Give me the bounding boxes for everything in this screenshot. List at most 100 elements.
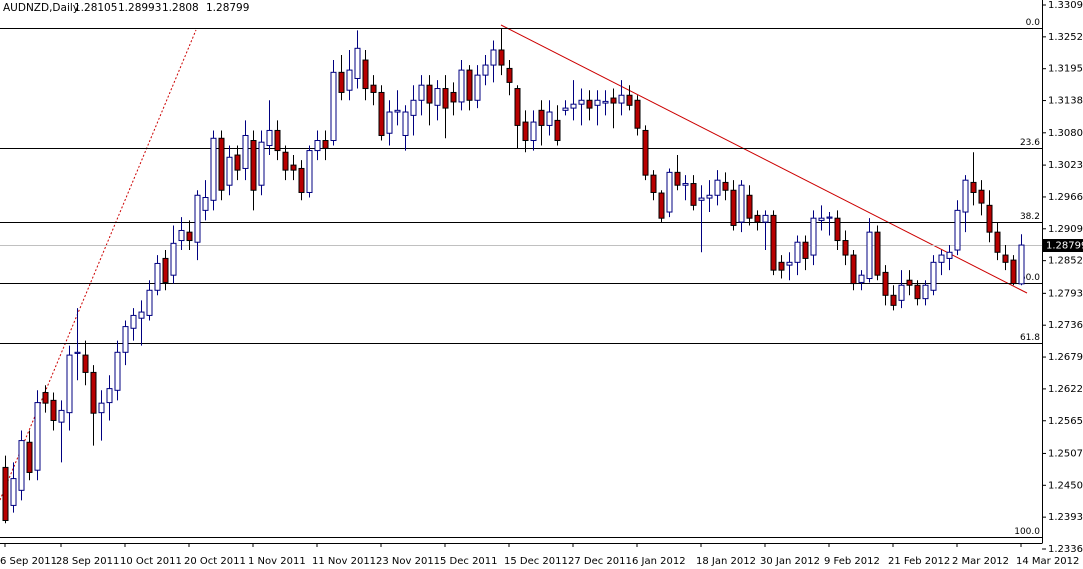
y-tick-label: 1.27935 bbox=[1048, 288, 1083, 299]
candle bbox=[290, 155, 297, 181]
y-tick-label: 1.26225 bbox=[1048, 384, 1083, 395]
candle-body bbox=[922, 284, 929, 300]
candle bbox=[138, 300, 145, 346]
candle-body bbox=[378, 91, 385, 136]
candle-body bbox=[298, 167, 305, 193]
candle-body bbox=[394, 109, 401, 113]
candle bbox=[594, 90, 601, 126]
candle-body bbox=[594, 99, 601, 106]
candle-body bbox=[74, 351, 81, 354]
candle-body bbox=[994, 231, 1001, 253]
candle-body bbox=[266, 129, 273, 147]
candle bbox=[922, 280, 929, 306]
candle bbox=[850, 250, 857, 291]
header-close: 1.28799 bbox=[206, 2, 249, 14]
candle bbox=[506, 60, 513, 96]
candle bbox=[274, 120, 281, 161]
candle-body bbox=[714, 179, 721, 196]
candle bbox=[554, 105, 561, 146]
candle bbox=[874, 225, 881, 281]
candle-body bbox=[1018, 244, 1025, 285]
candle bbox=[354, 30, 361, 89]
candle bbox=[498, 28, 505, 76]
candle bbox=[770, 210, 777, 276]
candle bbox=[418, 75, 425, 116]
candle bbox=[818, 205, 825, 231]
candle bbox=[146, 280, 153, 321]
y-tick-label: 1.23930 bbox=[1048, 512, 1083, 523]
candle-body bbox=[338, 71, 345, 93]
candle bbox=[754, 210, 761, 231]
candle bbox=[842, 230, 849, 266]
candle-body bbox=[970, 181, 977, 193]
candle-body bbox=[498, 49, 505, 66]
fib-label: 100.0 bbox=[1014, 527, 1040, 537]
candle-body bbox=[506, 67, 513, 83]
y-tick-label: 1.26795 bbox=[1048, 352, 1083, 363]
candle-body bbox=[234, 154, 241, 171]
candle-body bbox=[330, 71, 337, 142]
candle bbox=[242, 120, 249, 181]
candle-body bbox=[1010, 259, 1017, 285]
candle-body bbox=[938, 254, 945, 263]
candle bbox=[178, 217, 185, 251]
candle-body bbox=[738, 184, 745, 223]
candle bbox=[970, 152, 977, 206]
candle-body bbox=[178, 229, 185, 242]
y-tick-label: 1.29660 bbox=[1048, 192, 1083, 203]
candle bbox=[714, 170, 721, 206]
candle bbox=[1010, 255, 1017, 286]
candle bbox=[1018, 234, 1025, 286]
candle-body bbox=[842, 240, 849, 256]
symbol-title: AUDNZD,Daily bbox=[3, 2, 79, 14]
candle-body bbox=[26, 441, 33, 473]
trend-line bbox=[500, 24, 1028, 294]
current-price-label: 1.28799 bbox=[1046, 241, 1083, 252]
candle-body bbox=[250, 140, 257, 191]
candle bbox=[962, 175, 969, 233]
candle bbox=[514, 85, 521, 149]
candle bbox=[642, 125, 649, 181]
candle-body bbox=[866, 231, 873, 280]
candle-body bbox=[850, 254, 857, 285]
candle bbox=[34, 390, 41, 481]
y-tick-label: 1.24500 bbox=[1048, 480, 1083, 491]
candle-body bbox=[986, 204, 993, 233]
candle bbox=[882, 265, 889, 306]
candle-body bbox=[570, 103, 577, 109]
candle bbox=[730, 180, 737, 231]
candle-body bbox=[122, 326, 129, 353]
candle-body bbox=[146, 289, 153, 316]
candle bbox=[834, 210, 841, 251]
candle-body bbox=[514, 88, 521, 126]
candle bbox=[450, 82, 457, 116]
x-tick-label: 6 Sep 2011 bbox=[0, 556, 57, 567]
candle-body bbox=[826, 216, 833, 219]
candle bbox=[130, 308, 137, 341]
candle-body bbox=[322, 140, 329, 149]
candle bbox=[458, 60, 465, 111]
candle bbox=[634, 95, 641, 136]
candle bbox=[562, 100, 569, 116]
x-tick-label: 14 Mar 2012 bbox=[1016, 556, 1079, 567]
x-tick-label: 10 Oct 2011 bbox=[120, 556, 182, 567]
candle bbox=[858, 270, 865, 291]
current-price-bg bbox=[1043, 239, 1083, 252]
candle bbox=[794, 235, 801, 276]
candle-body bbox=[706, 194, 713, 199]
candle-body bbox=[362, 59, 369, 90]
candle-body bbox=[818, 217, 825, 221]
candle-body bbox=[82, 354, 89, 373]
candle bbox=[786, 252, 793, 281]
candle bbox=[954, 200, 961, 256]
candle-body bbox=[242, 134, 249, 169]
candle-body bbox=[746, 194, 753, 219]
y-tick-label: 1.27365 bbox=[1048, 320, 1083, 331]
candle-body bbox=[210, 137, 217, 201]
candle bbox=[370, 75, 377, 106]
candle bbox=[778, 255, 785, 279]
candle-body bbox=[874, 231, 881, 276]
candle-body bbox=[50, 399, 57, 421]
